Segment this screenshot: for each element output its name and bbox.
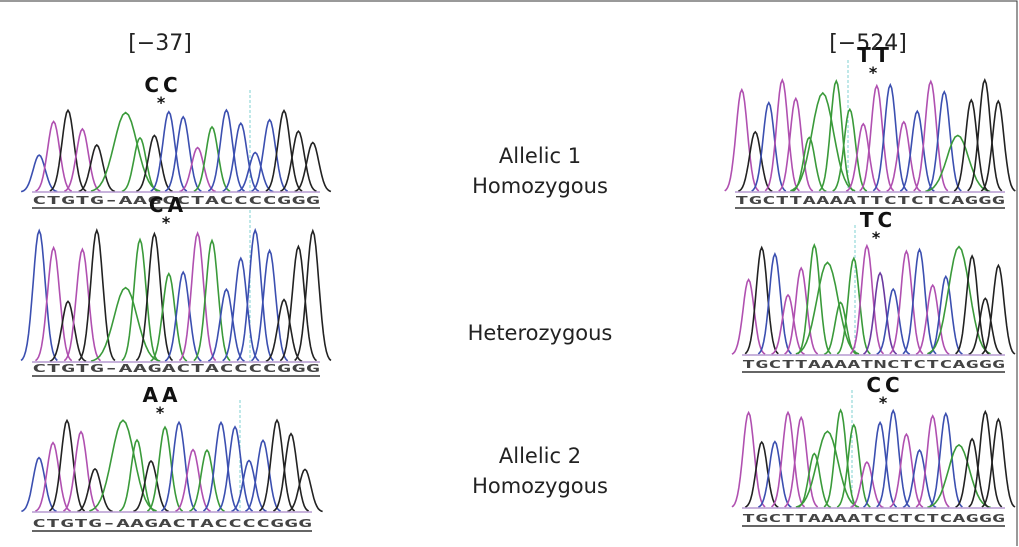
- trace-peak: [295, 143, 331, 192]
- trace-peak: [752, 103, 786, 191]
- trace-peak: [982, 419, 1015, 507]
- trace-peak: [252, 251, 288, 361]
- trace-peak: [745, 442, 778, 507]
- trace-peak: [136, 234, 172, 361]
- trace-peak: [890, 251, 923, 354]
- trace-peak: [860, 86, 894, 191]
- row-label: Allelic 2: [499, 444, 581, 468]
- trace-peak: [873, 85, 907, 191]
- trace-peak: [259, 420, 294, 511]
- trace-peak: [133, 461, 168, 511]
- trace-peak: [765, 80, 799, 191]
- trace-peak: [846, 124, 880, 191]
- trace-peak: [180, 233, 216, 360]
- trace-peak: [231, 461, 266, 512]
- trace-peak: [151, 274, 187, 361]
- trace-peak: [725, 90, 759, 191]
- figure: [−37] [−524] Allelic 1 Homozygous Hetero…: [0, 0, 1019, 547]
- trace-peak: [903, 250, 936, 354]
- trace-peak: [147, 427, 182, 511]
- trace-peak: [237, 230, 273, 360]
- trace-peak: [758, 442, 791, 508]
- trace-peak: [890, 434, 923, 507]
- asterisk: *: [156, 403, 165, 422]
- trace-peak: [287, 469, 322, 511]
- trace-peak: [194, 241, 230, 361]
- column-header: [−37]: [128, 31, 192, 56]
- trace-peak: [981, 101, 1015, 191]
- trace-peak: [165, 117, 201, 191]
- trace-peak: [779, 99, 813, 192]
- trace-peak: [969, 298, 1002, 354]
- trace-peak: [772, 295, 805, 354]
- trace-peak: [64, 129, 100, 191]
- trace-peak: [927, 92, 961, 191]
- trace-peak: [982, 265, 1015, 354]
- asterisk: *: [162, 213, 171, 232]
- trace-peak: [745, 248, 778, 354]
- trace-peak: [89, 420, 156, 511]
- asterisk: *: [869, 63, 878, 82]
- trace-peak: [21, 155, 57, 192]
- asterisk: *: [879, 393, 888, 412]
- trace-peak: [50, 110, 86, 191]
- trace-peak: [237, 153, 273, 192]
- trace-peak: [203, 423, 238, 512]
- sequence: CTGTG-AAGACTACCCCGGG: [32, 517, 313, 530]
- trace-peak: [956, 439, 989, 507]
- trace-peak: [35, 443, 70, 512]
- trace-peak: [266, 300, 302, 362]
- trace-peak: [798, 454, 831, 508]
- trace-peak: [223, 123, 259, 191]
- trace-peak: [785, 418, 818, 507]
- row-label: Allelic 1: [499, 144, 581, 168]
- trace-peak: [732, 413, 765, 507]
- sequence: CTGTG-AAGACTACCCCGGG: [32, 362, 321, 375]
- trace-peak: [798, 245, 831, 354]
- trace-peak: [772, 413, 805, 507]
- trace-peak: [161, 422, 196, 511]
- trace-peak: [21, 458, 56, 512]
- trace-peak: [929, 414, 962, 507]
- trace-peak: [223, 258, 259, 361]
- trace-peak: [79, 145, 115, 192]
- trace-peak: [180, 148, 216, 192]
- asterisk: *: [157, 93, 166, 112]
- trace-peak: [194, 127, 230, 191]
- sequence: TGCTTAAAATCCTCTCAGGG: [742, 512, 1006, 525]
- trace-peak: [903, 450, 936, 507]
- trace-peak: [968, 80, 1002, 191]
- row-label: Homozygous: [472, 174, 608, 198]
- row-label: Heterozygous: [468, 321, 613, 345]
- trace-peak: [50, 301, 86, 361]
- trace-peak: [785, 268, 818, 354]
- trace-peak: [864, 273, 897, 354]
- row-label: Homozygous: [472, 474, 608, 498]
- trace-peak: [916, 285, 949, 354]
- trace-peak: [916, 416, 949, 507]
- trace-peak: [217, 427, 252, 511]
- sequence: TGCTTAAAATTCTCTCAGGG: [735, 194, 1006, 207]
- sequence: TGCTTAAAATNCTCTCAGGG: [742, 358, 1006, 371]
- trace-peak: [887, 122, 921, 191]
- trace-peak: [165, 272, 201, 361]
- trace-peak: [122, 240, 158, 361]
- trace-peak: [175, 450, 210, 512]
- trace-peak: [119, 440, 154, 511]
- trace-peak: [732, 280, 765, 355]
- trace-peak: [208, 110, 244, 191]
- trace-peak: [245, 440, 280, 511]
- trace-peak: [758, 254, 791, 354]
- trace-peak: [280, 131, 316, 191]
- trace-peak: [189, 450, 224, 511]
- trace-peak: [208, 289, 244, 361]
- trace-peak: [79, 230, 115, 360]
- asterisk: *: [872, 228, 881, 247]
- trace-peak: [122, 138, 158, 192]
- trace-peak: [738, 132, 772, 191]
- trace-peak: [877, 289, 910, 354]
- trace-peak: [954, 100, 988, 191]
